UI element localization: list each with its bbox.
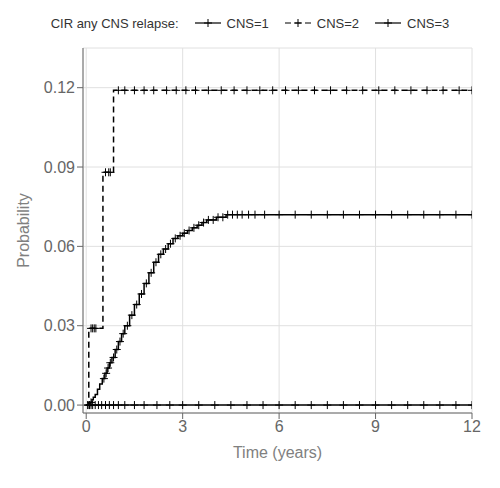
svg-text:9: 9: [371, 418, 380, 435]
svg-text:Time (years): Time (years): [233, 444, 322, 461]
svg-text:0.06: 0.06: [44, 238, 75, 255]
svg-text:0.12: 0.12: [44, 79, 75, 96]
html-text:CIR any CNS relapse:: CIR any CNS relapse:: [50, 15, 179, 31]
svg-text:0.03: 0.03: [44, 317, 75, 334]
svg-text:6: 6: [275, 418, 284, 435]
svg-text:12: 12: [463, 418, 481, 435]
svg-text:Probability: Probability: [15, 193, 32, 268]
html-text:CNS=1: CNS=1: [226, 15, 269, 31]
svg-text:3: 3: [178, 418, 187, 435]
svg-text:0.09: 0.09: [44, 159, 75, 176]
svg-text:0.00: 0.00: [44, 397, 75, 414]
html-text:CNS=2: CNS=2: [316, 15, 360, 31]
svg-text:0: 0: [82, 418, 91, 435]
html-text:CNS=3: CNS=3: [407, 15, 450, 31]
